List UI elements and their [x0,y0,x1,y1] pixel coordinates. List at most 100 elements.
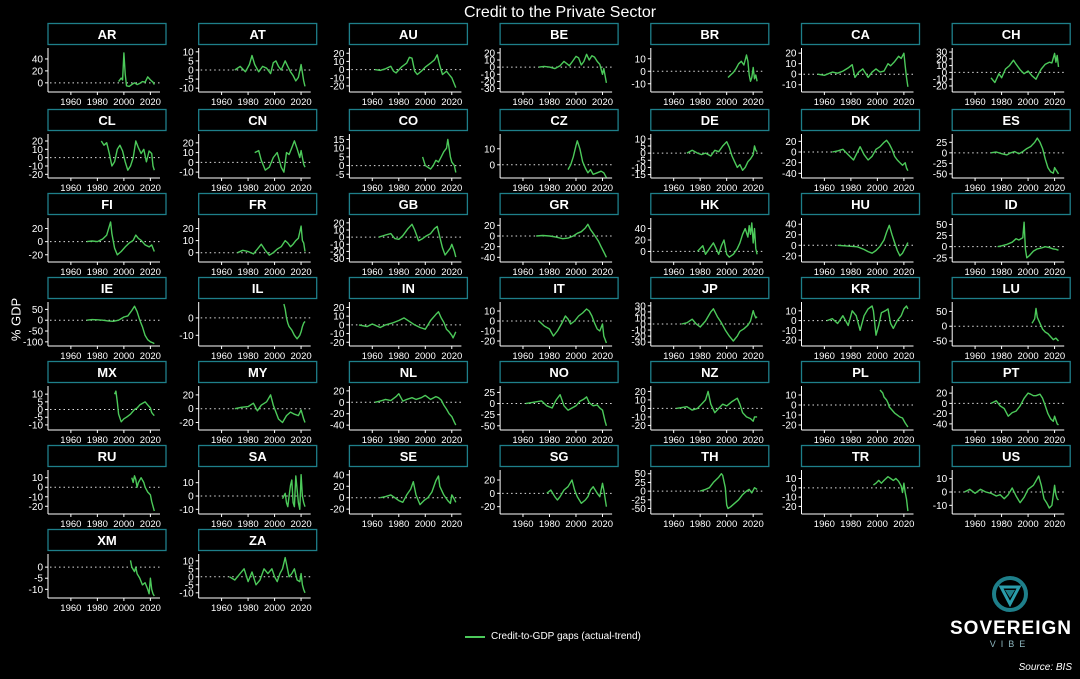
x-tick-label: 1980 [991,97,1012,108]
panel-strip [951,444,1071,468]
y-tick-label: -20 [481,502,496,513]
y-tick-label: -25 [631,495,646,506]
panel-strip [951,276,1071,300]
x-tick-label: 1980 [388,351,409,362]
y-tick-label: 0 [490,63,496,74]
panel-strip [47,444,167,468]
panel-title: BR [700,27,719,42]
x-tick-label: 1960 [663,351,684,362]
x-tick-label: 2000 [565,183,586,194]
panel-title: AR [98,27,117,42]
x-tick-label: 2000 [565,267,586,278]
x-tick-label: 2000 [1018,267,1039,278]
x-tick-label: 2020 [441,435,462,446]
series-line [283,303,306,340]
y-tick-label: -10 [782,493,797,504]
x-tick-label: 2020 [291,603,312,614]
series-line [131,475,155,512]
brand-logo: SOVEREIGN VIBE [950,575,1071,649]
y-tick-label: 0 [791,401,797,412]
panel-title: ID [1005,197,1018,212]
series-line [113,390,155,423]
y-tick-label: -100 [23,337,43,348]
y-tick-label: -30 [631,338,646,349]
x-tick-label: 1960 [512,267,533,278]
y-tick-label: -10 [179,168,194,179]
y-tick-label: -20 [631,332,646,343]
panel-strip [348,108,469,132]
x-tick-label: 2020 [893,435,914,446]
x-tick-label: 1960 [814,267,835,278]
x-tick-label: 2000 [415,267,436,278]
x-tick-label: 2020 [140,267,161,278]
y-tick-label: 0 [37,563,43,574]
x-tick-label: 1980 [690,183,711,194]
y-tick-label: 20 [936,389,948,400]
x-tick-label: 2020 [592,351,613,362]
series-line [234,394,306,424]
x-tick-label: 1960 [663,267,684,278]
y-tick-label: 10 [785,391,797,402]
x-tick-label: 2020 [291,519,312,530]
y-tick-label: 40 [785,220,797,231]
x-tick-label: 1980 [690,97,711,108]
y-tick-label: 0 [339,65,345,76]
y-tick-label: 10 [635,54,647,65]
x-tick-label: 1980 [991,435,1012,446]
series-line [546,479,608,507]
y-tick-label: 0 [640,149,646,160]
series-line [374,393,457,426]
x-tick-label: 2000 [415,519,436,530]
y-tick-label: 10 [785,474,797,485]
x-tick-label: 2020 [592,183,613,194]
series-line [990,137,1060,175]
x-tick-label: 2020 [743,183,764,194]
x-tick-label: 2000 [1018,183,1039,194]
y-tick-label: -20 [933,81,948,92]
x-tick-label: 2020 [441,267,462,278]
panel-title: NO [549,365,569,380]
series-line [676,390,758,422]
y-tick-label: -10 [179,505,194,516]
y-tick-label: 5 [188,564,194,575]
x-tick-label: 1980 [388,183,409,194]
panel-title: TH [701,449,718,464]
y-tick-label: 0 [339,161,345,172]
x-tick-label: 1960 [362,351,383,362]
y-tick-label: -10 [782,80,797,91]
panel-title: IN [402,281,415,296]
y-tick-label: 0 [339,320,345,331]
x-tick-label: 1980 [690,267,711,278]
x-tick-label: 2020 [1044,351,1065,362]
y-tick-label: 10 [183,556,195,567]
x-tick-label: 1980 [991,351,1012,362]
panel-strip [499,22,619,46]
panel-title: CA [851,27,870,42]
y-tick-label: 50 [936,307,948,318]
x-tick-label: 2000 [113,435,134,446]
y-tick-label: 0 [942,399,948,410]
y-tick-label: 0 [188,248,194,259]
y-tick-label: -20 [330,505,345,516]
x-tick-label: 1980 [238,351,259,362]
y-tick-label: -20 [481,337,496,348]
y-tick-label: -10 [179,84,194,95]
x-tick-label: 2000 [565,435,586,446]
x-tick-label: 2020 [893,351,914,362]
x-tick-label: 2020 [140,519,161,530]
x-tick-label: 2020 [291,183,312,194]
panel-title: RU [98,449,117,464]
x-tick-label: 1980 [388,97,409,108]
x-tick-label: 2000 [264,603,285,614]
y-tick-label: 0 [942,488,948,499]
x-tick-label: 2000 [415,351,436,362]
panel-title: DK [851,113,870,128]
panel-title: MY [248,365,268,380]
panel-strip [650,444,770,468]
y-tick-label: 20 [635,387,647,398]
panel-title: US [1002,449,1020,464]
panel-strip [198,444,318,468]
y-tick-label: -20 [782,251,797,262]
x-tick-label: 1980 [87,267,108,278]
y-tick-label: 10 [484,307,496,318]
